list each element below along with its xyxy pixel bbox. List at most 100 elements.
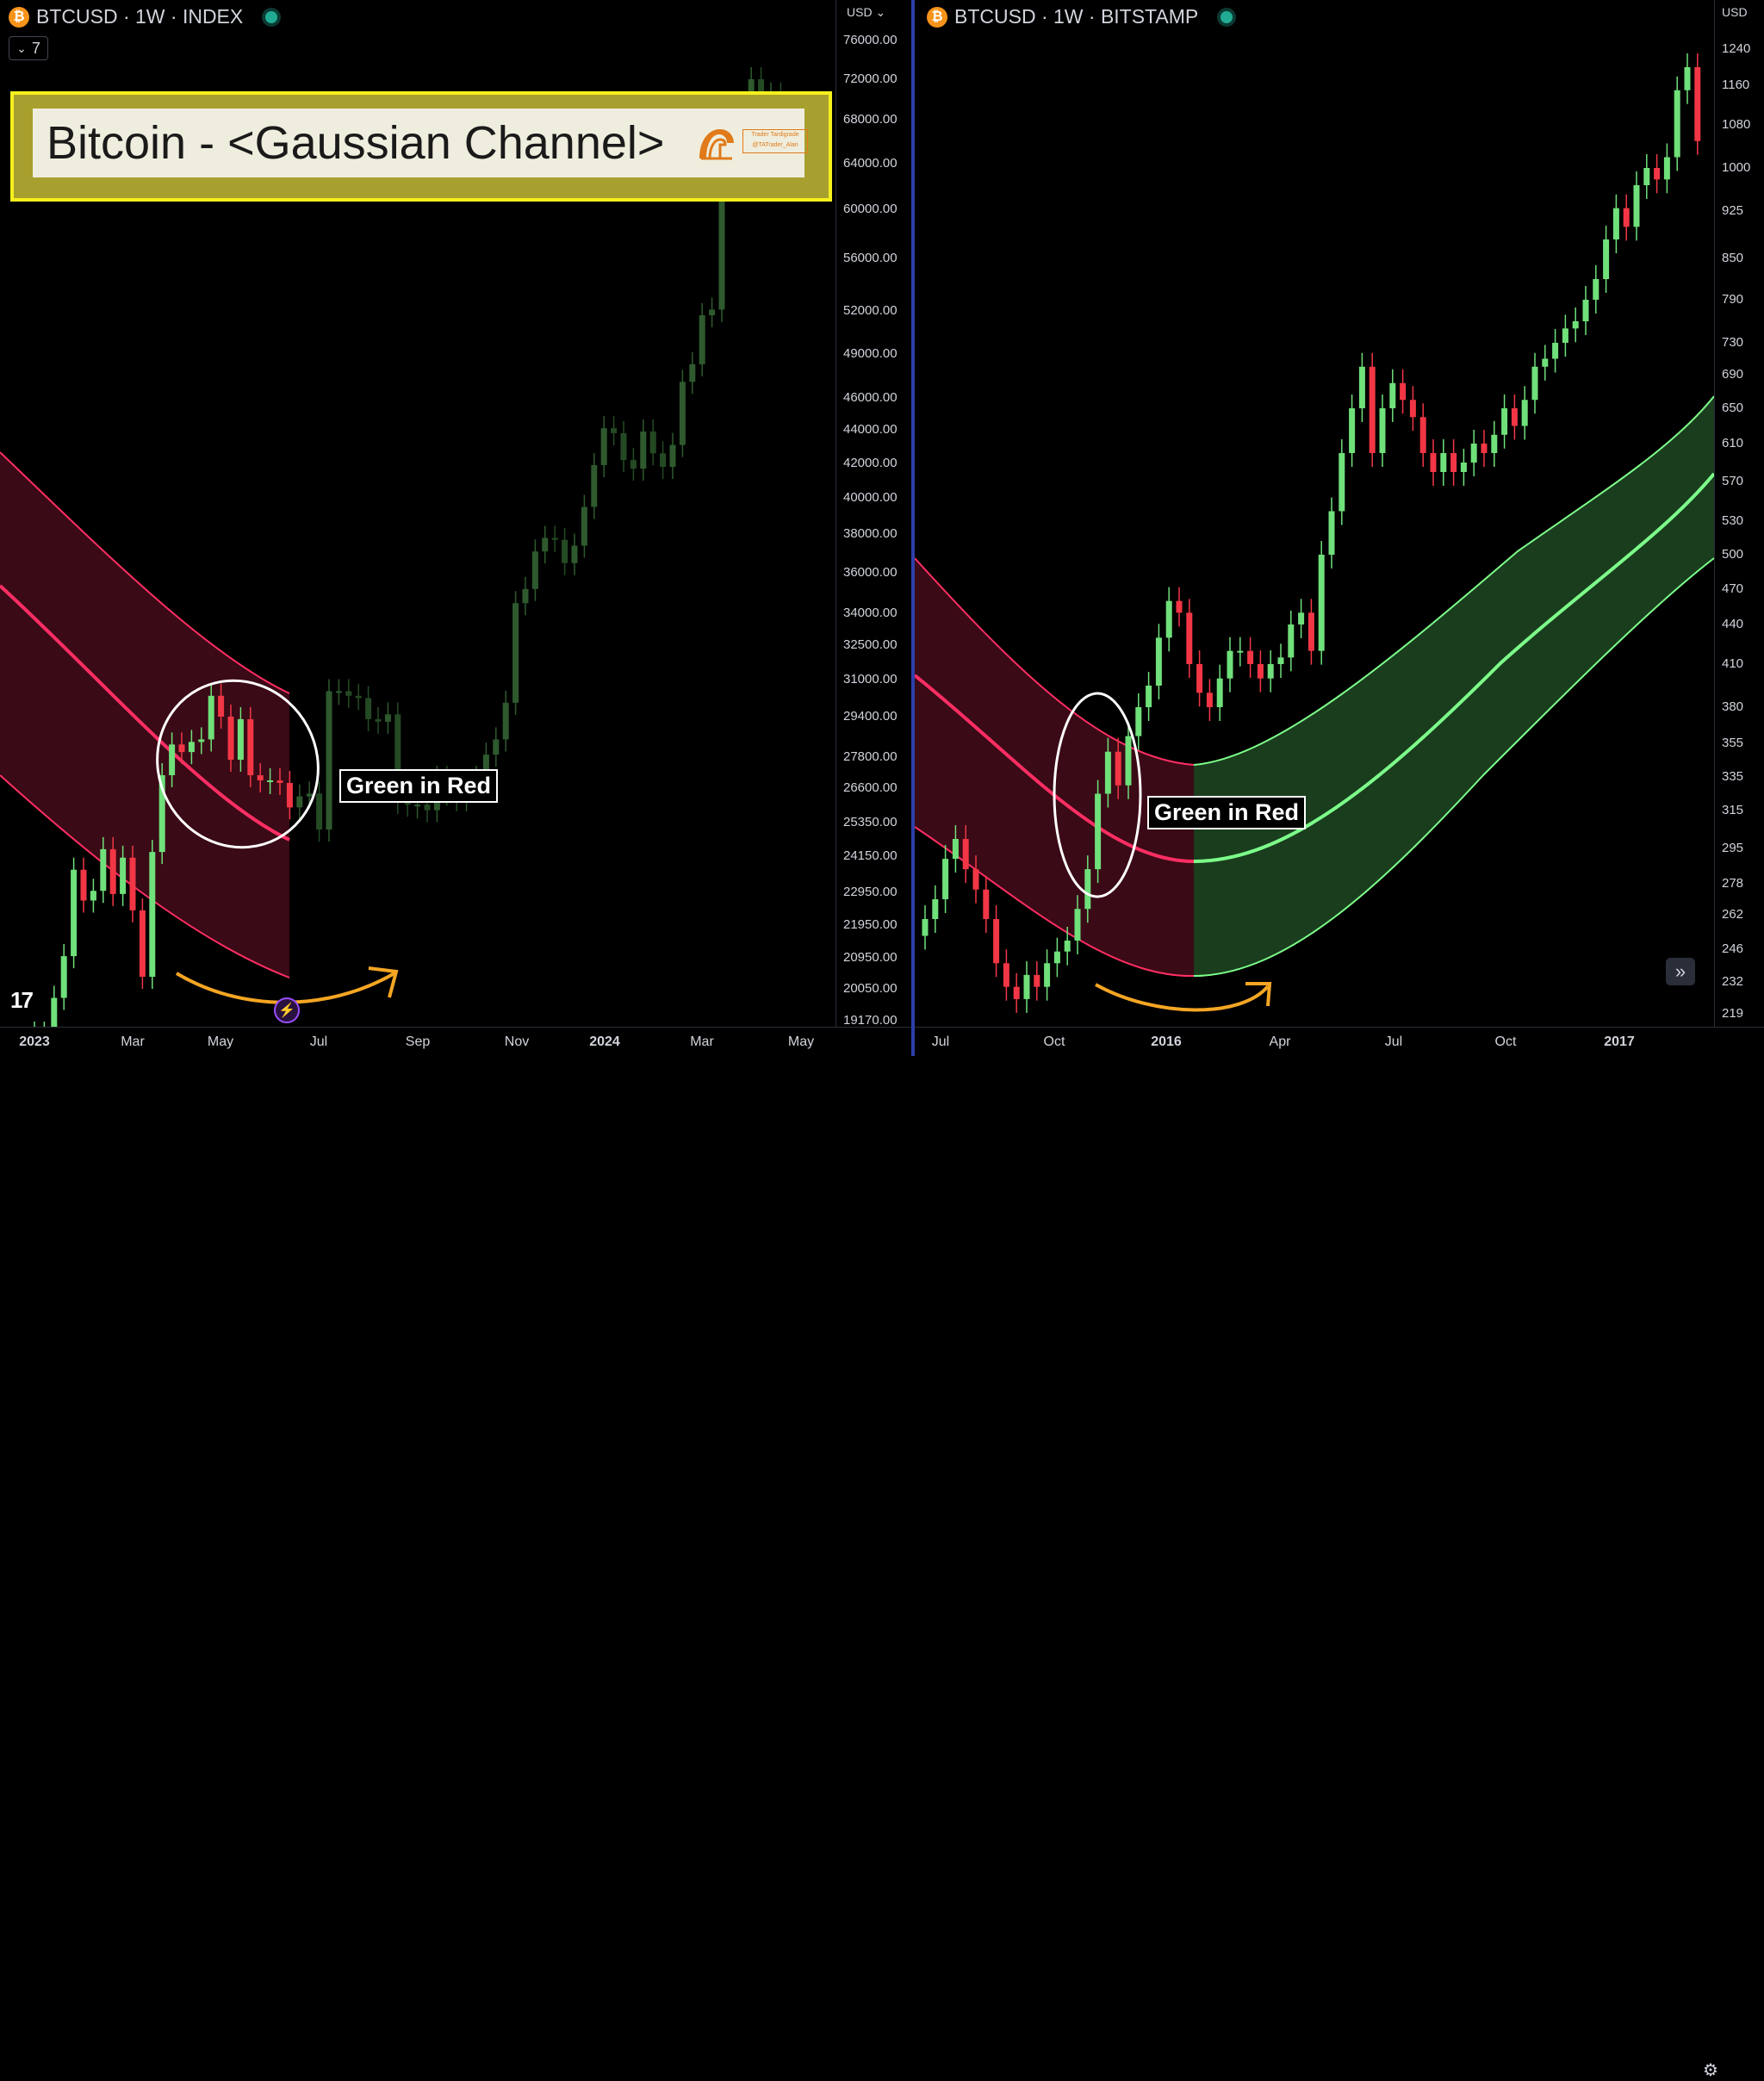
market-status-icon[interactable] <box>265 10 278 23</box>
left-price-label: 22950.00 <box>843 885 898 899</box>
right-candle-body <box>1623 208 1630 227</box>
right-price-label: 262 <box>1722 907 1744 922</box>
left-price-label: 46000.00 <box>843 390 898 405</box>
left-candle-body <box>120 857 127 894</box>
right-candle-body <box>1328 511 1335 555</box>
left-price-label: 19170.00 <box>843 1013 898 1028</box>
right-candle-body <box>1267 664 1274 679</box>
right-green-midline <box>1193 472 1714 863</box>
left-candle-body <box>375 718 382 722</box>
lightning-icon[interactable]: ⚡ <box>274 997 300 1023</box>
right-candle-body <box>1013 986 1020 999</box>
right-chart-canvas[interactable] <box>915 0 1714 1027</box>
left-chart-canvas[interactable] <box>0 0 835 1027</box>
left-price-label: 60000.00 <box>843 202 898 216</box>
left-candle-body <box>169 744 176 775</box>
left-candle-body <box>493 739 500 755</box>
right-candle-body <box>1430 453 1437 472</box>
left-candle-body <box>394 714 401 802</box>
right-candle-body <box>1084 869 1091 910</box>
market-status-icon[interactable] <box>1221 10 1233 23</box>
tradingview-logo-icon[interactable]: 17 <box>10 987 34 1013</box>
right-time-label: Oct <box>1494 1034 1517 1049</box>
left-time-label: 2023 <box>19 1034 50 1049</box>
right-time-axis[interactable]: Jul Oct 2016 Apr Jul Oct 2017 <box>915 1027 1714 1056</box>
left-candle-body <box>149 852 156 977</box>
left-candle-body <box>90 891 96 901</box>
right-candle-body <box>1115 751 1121 786</box>
bitcoin-icon: ₿ <box>9 6 29 28</box>
left-candle-body <box>286 783 293 808</box>
right-price-label: 278 <box>1722 876 1744 891</box>
left-candle-body <box>581 506 587 546</box>
right-candle-body <box>1694 67 1701 141</box>
right-green-upper-line <box>1193 395 1714 766</box>
left-candle-body <box>571 545 578 563</box>
right-candle-body <box>1511 408 1518 426</box>
right-currency-label: USD <box>1722 5 1748 19</box>
right-price-label: 246 <box>1722 941 1744 956</box>
left-candle-body <box>600 428 607 465</box>
left-candle-body <box>129 857 136 910</box>
right-price-label: 925 <box>1722 203 1744 218</box>
left-price-label: 21950.00 <box>843 917 898 932</box>
indicators-toggle-button[interactable]: ⌄ 7 <box>9 36 48 60</box>
right-price-label: 1240 <box>1722 41 1751 56</box>
left-price-axis[interactable]: USD ⌄ 76000.00 72000.00 68000.00 64000.00 60… <box>835 0 912 1028</box>
right-candle-body <box>1053 951 1060 964</box>
right-price-label: 650 <box>1722 401 1744 415</box>
right-candle-body <box>1419 417 1426 453</box>
left-candle-body <box>404 802 411 805</box>
right-candle-body <box>1186 612 1193 664</box>
right-curved-arrow <box>1095 983 1270 1012</box>
right-annotation-label[interactable]: Green in Red <box>1147 796 1307 829</box>
right-candle-body <box>1562 328 1568 343</box>
left-time-label: 2024 <box>589 1034 620 1049</box>
right-price-label: 219 <box>1722 1006 1744 1021</box>
left-time-axis[interactable]: 2023 Mar May Jul Sep Nov 2024 Mar May <box>0 1027 835 1056</box>
left-candle-body <box>709 309 716 315</box>
left-candle-body <box>326 691 332 830</box>
right-arrow-head <box>1245 982 1272 1007</box>
left-channel-midline <box>0 584 290 842</box>
left-candle-body <box>247 718 254 775</box>
settings-gear-icon[interactable]: ⚙ <box>1703 2060 1718 2080</box>
left-symbol-header[interactable]: ₿ BTCUSD · 1W · INDEX <box>9 5 278 28</box>
left-candle-body <box>611 428 618 433</box>
left-candle-body <box>335 691 342 693</box>
right-chart-pane[interactable]: ₿ BTCUSD · 1W · BITSTAMP Green in Red Ju… <box>915 0 1714 1056</box>
right-candle-body <box>1003 963 1009 987</box>
right-green-lower-line <box>1193 557 1714 977</box>
left-symbol-text: BTCUSD · 1W · INDEX <box>36 5 244 28</box>
left-candle-body <box>257 775 264 780</box>
left-currency-selector[interactable]: USD ⌄ <box>847 5 885 20</box>
left-chart-pane[interactable]: ₿ BTCUSD · 1W · INDEX ⌄ 7 Bitcoin - <Gau… <box>0 0 835 1056</box>
left-currency-label: USD <box>847 5 873 19</box>
right-price-axis[interactable]: USD 1240 1160 1080 1000 925 850 790 730 690 650 61… <box>1714 0 1764 1027</box>
right-time-label: 2016 <box>1151 1034 1182 1049</box>
left-time-label: May <box>207 1034 234 1049</box>
left-price-label: 29400.00 <box>843 709 898 724</box>
left-candle-body <box>227 717 234 760</box>
right-candle-body <box>1196 664 1203 693</box>
left-candle-body <box>669 444 676 467</box>
bitcoin-icon: ₿ <box>927 6 947 28</box>
right-candle-body <box>1095 793 1102 870</box>
scroll-to-realtime-button[interactable]: » <box>1666 958 1695 985</box>
left-price-label: 25350.00 <box>843 815 898 829</box>
left-candle-body <box>630 460 637 469</box>
right-symbol-header[interactable]: ₿ BTCUSD · 1W · BITSTAMP <box>927 5 1233 28</box>
right-price-label: 355 <box>1722 736 1744 750</box>
left-candle-body <box>718 186 725 310</box>
pane-divider[interactable] <box>911 0 915 1056</box>
right-candle-body <box>1582 300 1589 321</box>
right-candle-body <box>1146 686 1152 707</box>
left-candle-body <box>237 718 244 760</box>
left-time-label: Jul <box>309 1034 328 1049</box>
right-candle-body <box>952 839 959 860</box>
right-candle-body <box>1409 400 1416 418</box>
left-candle-body <box>267 780 274 782</box>
right-currency-selector[interactable]: USD <box>1722 5 1748 19</box>
left-annotation-label[interactable]: Green in Red <box>339 769 499 803</box>
left-candle-body <box>384 714 391 722</box>
